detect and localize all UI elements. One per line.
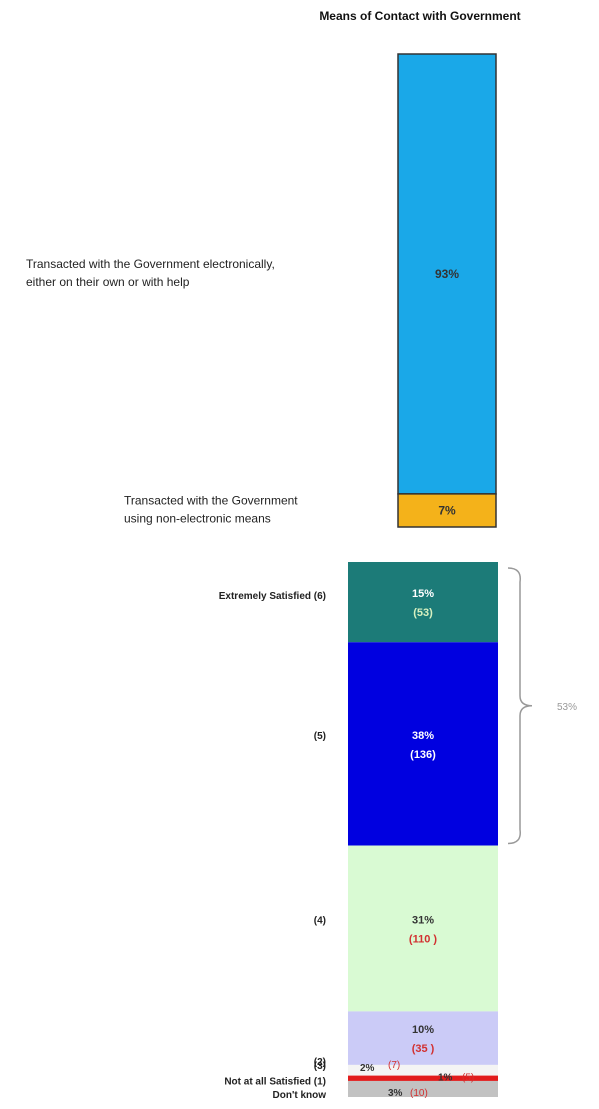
satisfaction-chart: 15% (53) Extremely Satisfied (6) 38% (136) (5… [219,562,577,1101]
satisfaction-bar-segment [348,1080,498,1097]
contact-value-label: 7% [438,503,456,517]
satisfaction-bar-segment [348,1075,498,1081]
satisfaction-count-label: (53) [413,607,433,619]
contact-category-label: Transacted with the Government electroni… [26,257,275,271]
contact-category-label: using non-electronic means [124,511,271,525]
top-two-box-bracket [507,567,533,845]
satisfaction-bar-segment [348,845,498,1012]
satisfaction-value-label: 3% [388,1088,403,1099]
chart-title: Means of Contact with Government [319,9,520,23]
contact-value-label: 93% [435,267,459,281]
satisfaction-bar-segment [348,562,498,643]
satisfaction-bar-segment [348,1011,498,1065]
contact-category-label: either on their own or with help [26,275,190,289]
contact-bar-segment [397,493,497,528]
satisfaction-count-label: (35 ) [412,1043,435,1055]
satisfaction-value-label: 31% [412,914,434,926]
satisfaction-category-label: Not at all Satisfied (1) [224,1077,326,1088]
satisfaction-count-label: (136) [410,749,436,761]
satisfaction-bar-segment [348,642,498,846]
satisfaction-count-label: (5) [462,1073,474,1084]
satisfaction-value-label: 2% [360,1063,375,1074]
satisfaction-category-label: (5) [314,731,326,742]
satisfaction-value-label: 1% [438,1073,453,1084]
satisfaction-value-label: 38% [412,730,434,742]
satisfaction-value-label: 10% [412,1024,434,1036]
satisfaction-count-label: (7) [388,1060,400,1071]
contact-chart: 93% Transacted with the Government electr… [26,53,497,528]
satisfaction-value-label: 15% [412,588,434,600]
satisfaction-category-label: Extremely Satisfied (6) [219,591,326,602]
satisfaction-count-label: (110 ) [409,933,437,945]
contact-category-label: Transacted with the Government [124,493,298,507]
satisfaction-category-label: (4) [314,915,326,926]
satisfaction-bar-segment [348,1064,498,1076]
satisfaction-category-label: (2) [314,1057,326,1068]
satisfaction-count-label: (10) [410,1088,428,1099]
satisfaction-category-label: Don't know [273,1090,327,1101]
satisfaction-category-label: (3) [314,1061,326,1072]
bracket-label: 53% [557,702,577,713]
contact-bar-segment [397,53,497,495]
